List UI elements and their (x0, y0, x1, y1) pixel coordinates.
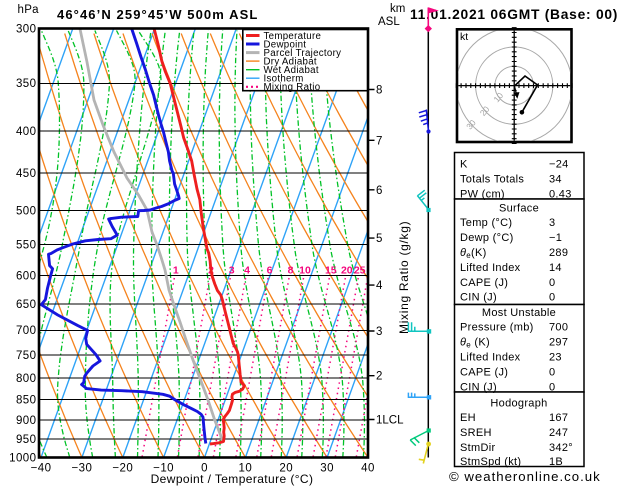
svg-text:Dewpoint / Temperature (°C): Dewpoint / Temperature (°C) (151, 472, 314, 486)
svg-text:Totals Totals: Totals Totals (460, 174, 524, 186)
svg-text:3: 3 (376, 326, 382, 338)
svg-text:3: 3 (549, 217, 555, 229)
svg-text:−40: −40 (31, 463, 52, 475)
svg-text:Mixing Ratio (g/kg): Mixing Ratio (g/kg) (397, 221, 411, 334)
svg-text:550: 550 (16, 239, 37, 251)
svg-text:289: 289 (549, 247, 568, 259)
svg-text:20: 20 (341, 265, 353, 277)
svg-text:Wet Adiabat: Wet Adiabat (264, 65, 319, 76)
svg-text:5: 5 (376, 233, 382, 245)
svg-text:400: 400 (16, 126, 37, 138)
svg-text:Hodograph: Hodograph (490, 398, 547, 410)
svg-text:Dewpoint: Dewpoint (264, 39, 307, 50)
svg-text:Most Unstable: Most Unstable (482, 307, 556, 319)
svg-text:500: 500 (16, 205, 37, 217)
svg-text:6: 6 (267, 265, 273, 277)
svg-text:StmSpd (kt): StmSpd (kt) (460, 456, 521, 468)
svg-text:−10: −10 (153, 463, 174, 475)
svg-text:hPa: hPa (18, 4, 40, 16)
svg-text:K: K (460, 159, 468, 171)
svg-text:0: 0 (549, 277, 555, 289)
svg-text:11.01.2021 06GMT (Base: 00): 11.01.2021 06GMT (Base: 00) (410, 7, 618, 22)
svg-text:23: 23 (549, 352, 562, 364)
svg-text:Dry Adiabat: Dry Adiabat (264, 56, 317, 67)
svg-text:10: 10 (239, 463, 253, 475)
svg-text:1000: 1000 (9, 452, 36, 464)
svg-text:40: 40 (361, 463, 375, 475)
svg-text:Pressure (mb): Pressure (mb) (460, 322, 534, 334)
svg-text:700: 700 (549, 322, 568, 334)
svg-text:8: 8 (288, 265, 294, 277)
svg-text:Dewp (°C): Dewp (°C) (460, 232, 514, 244)
svg-text:34: 34 (549, 174, 562, 186)
svg-text:0.43: 0.43 (549, 189, 572, 201)
svg-text:14: 14 (549, 262, 562, 274)
svg-text:ASL: ASL (378, 16, 400, 28)
svg-text:900: 900 (16, 415, 37, 427)
svg-text:−20: −20 (112, 463, 133, 475)
svg-text:0: 0 (549, 367, 555, 379)
svg-text:950: 950 (16, 434, 37, 446)
svg-text:750: 750 (16, 350, 37, 362)
svg-text:10: 10 (299, 265, 311, 277)
svg-text:650: 650 (16, 299, 37, 311)
svg-text:−30: −30 (71, 463, 92, 475)
svg-text:CAPE (J): CAPE (J) (460, 277, 508, 289)
svg-text:Mixing Ratio: Mixing Ratio (264, 82, 321, 93)
svg-text:1B: 1B (549, 456, 563, 468)
svg-text:kt: kt (460, 31, 468, 43)
svg-text:800: 800 (16, 373, 37, 385)
svg-text:300: 300 (16, 23, 37, 35)
svg-text:15: 15 (325, 265, 337, 277)
svg-text:46°46’N 259°45’W 500m ASL: 46°46’N 259°45’W 500m ASL (57, 7, 258, 22)
svg-text:θe(K): θe(K) (460, 247, 487, 260)
svg-text:Lifted Index: Lifted Index (460, 262, 521, 274)
svg-text:CIN (J): CIN (J) (460, 382, 497, 394)
svg-text:EH: EH (460, 412, 476, 424)
svg-text:CAPE (J): CAPE (J) (460, 367, 508, 379)
svg-text:© weatheronline.co.uk: © weatheronline.co.uk (449, 469, 601, 484)
svg-text:7: 7 (376, 135, 382, 147)
svg-text:Isotherm: Isotherm (264, 74, 304, 85)
svg-text:4: 4 (376, 280, 383, 292)
svg-text:1: 1 (173, 265, 179, 277)
svg-text:Lifted Index: Lifted Index (460, 352, 521, 364)
svg-text:3: 3 (229, 265, 235, 277)
svg-text:0: 0 (201, 463, 208, 475)
svg-text:CIN (J): CIN (J) (460, 292, 497, 304)
svg-text:342°: 342° (549, 442, 573, 454)
svg-text:km: km (390, 3, 405, 15)
svg-text:0: 0 (549, 292, 555, 304)
svg-text:450: 450 (16, 168, 37, 180)
svg-text:600: 600 (16, 270, 37, 282)
svg-text:25: 25 (354, 265, 366, 277)
svg-text:700: 700 (16, 325, 37, 337)
svg-text:1LCL: 1LCL (376, 415, 404, 427)
svg-text:0: 0 (549, 382, 555, 394)
svg-text:Surface: Surface (499, 203, 539, 215)
svg-text:6: 6 (376, 185, 382, 197)
svg-text:30: 30 (320, 463, 334, 475)
svg-text:2: 2 (376, 371, 382, 383)
svg-text:8: 8 (376, 85, 382, 97)
svg-text:20: 20 (279, 463, 293, 475)
svg-text:StmDir: StmDir (460, 442, 495, 454)
svg-text:PW (cm): PW (cm) (460, 189, 505, 201)
svg-text:Temperature: Temperature (264, 31, 322, 42)
svg-text:−24: −24 (549, 159, 569, 171)
svg-text:SREH: SREH (460, 427, 492, 439)
svg-text:Temp (°C): Temp (°C) (460, 217, 512, 229)
svg-text:350: 350 (16, 78, 37, 90)
svg-text:297: 297 (549, 337, 568, 349)
svg-text:167: 167 (549, 412, 568, 424)
svg-text:850: 850 (16, 394, 37, 406)
svg-text:Parcel Trajectory: Parcel Trajectory (264, 48, 342, 59)
svg-text:4: 4 (244, 265, 250, 277)
svg-text:−1: −1 (549, 232, 562, 244)
svg-text:θe (K): θe (K) (460, 337, 490, 350)
svg-text:247: 247 (549, 427, 568, 439)
